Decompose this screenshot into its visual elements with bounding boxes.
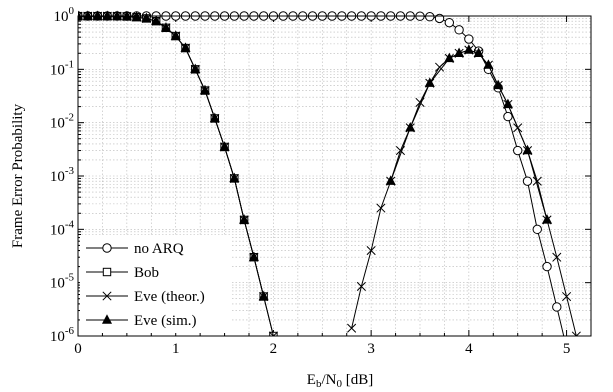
data-point xyxy=(151,15,162,25)
y-tick-label: 10-6 xyxy=(50,325,75,345)
data-point xyxy=(141,12,152,23)
data-point xyxy=(542,261,552,272)
data-point xyxy=(454,25,464,35)
legend: no ARQ Bob Eve (theor.) Eve (sim.) xyxy=(80,235,230,333)
tick-labels: 0 1 2 3 4 5 100 10-1 10-2 10-3 10-4 10-5 10-6 xyxy=(50,5,570,357)
data-point xyxy=(258,290,269,301)
x-axis-title-sub1: b xyxy=(316,378,322,390)
y-tick-label: 10-5 xyxy=(50,272,75,292)
data-point xyxy=(522,144,533,155)
x-tick-label: 1 xyxy=(172,341,180,357)
legend-item: no ARQ xyxy=(86,241,184,257)
data-point xyxy=(473,47,484,57)
plot-frame xyxy=(77,15,592,337)
legend-marker xyxy=(101,314,113,324)
data-point xyxy=(562,291,572,302)
data-point xyxy=(268,331,278,336)
data-point xyxy=(209,112,220,123)
data-point xyxy=(180,42,191,52)
data-point xyxy=(503,111,513,122)
data-point xyxy=(434,62,445,72)
legend-item: Eve (sim.) xyxy=(86,313,196,329)
x-tick-label: 3 xyxy=(367,341,375,357)
data-point xyxy=(356,281,366,291)
data-point xyxy=(424,77,435,87)
legend-label: Eve (theor.) xyxy=(134,289,205,305)
data-point xyxy=(405,122,416,132)
data-point xyxy=(376,203,386,213)
legend-label: Eve (sim.) xyxy=(134,313,196,329)
x-axis-title-mid: /N xyxy=(321,372,336,388)
data-point xyxy=(229,172,240,183)
data-point xyxy=(385,175,396,185)
data-point xyxy=(532,224,542,235)
x-tick-label: 0 xyxy=(74,341,82,357)
x-axis-title-unit: [dB] xyxy=(342,372,373,388)
data-point xyxy=(541,214,553,224)
data-point xyxy=(248,251,259,261)
data-point xyxy=(483,59,494,69)
y-tick-label: 10-4 xyxy=(50,218,75,238)
data-point xyxy=(444,17,455,28)
data-point xyxy=(190,63,201,74)
data-point xyxy=(199,84,211,95)
legend-marker xyxy=(102,267,112,277)
data-point xyxy=(571,331,581,336)
legend-item: Eve (theor.) xyxy=(86,289,205,305)
data-point xyxy=(239,214,250,224)
data-point xyxy=(444,52,455,63)
y-tick-label: 10-1 xyxy=(50,58,74,78)
y-axis-title: Frame Error Probability xyxy=(10,103,26,248)
x-axis-title-main: E xyxy=(307,372,316,388)
y-tick-label: 10-3 xyxy=(50,165,75,185)
x-tick-label: 5 xyxy=(563,341,571,357)
data-point xyxy=(454,47,465,57)
data-point xyxy=(522,176,533,186)
data-point xyxy=(347,323,357,333)
series-layer xyxy=(78,10,581,336)
legend-label: Bob xyxy=(134,265,159,281)
legend-item: Bob xyxy=(86,265,159,281)
data-point xyxy=(160,22,171,32)
grid xyxy=(78,16,591,336)
legend-marker xyxy=(102,243,112,253)
x-tick-label: 4 xyxy=(465,341,473,357)
x-axis-title: Eb/N0 [dB] xyxy=(307,372,373,390)
x-axis-title-sub2: 0 xyxy=(336,378,342,390)
y-tick-label: 100 xyxy=(54,5,75,25)
data-point xyxy=(552,252,562,262)
data-point xyxy=(102,10,113,20)
data-point xyxy=(552,302,562,312)
x-tick-label: 2 xyxy=(270,341,278,357)
data-point xyxy=(513,145,523,156)
data-point xyxy=(464,34,474,44)
data-point xyxy=(425,12,435,22)
data-point xyxy=(170,30,181,40)
data-point xyxy=(493,79,504,90)
data-point xyxy=(502,98,513,109)
y-tick-label: 10-2 xyxy=(50,112,74,132)
legend-label: no ARQ xyxy=(134,241,184,257)
data-point xyxy=(366,246,376,256)
legend-marker xyxy=(102,291,112,301)
data-point xyxy=(532,176,542,186)
data-point xyxy=(219,141,230,151)
data-point xyxy=(78,10,84,20)
data-point xyxy=(463,44,474,54)
data-point xyxy=(92,10,103,20)
data-point xyxy=(112,10,123,20)
data-point xyxy=(82,10,93,20)
